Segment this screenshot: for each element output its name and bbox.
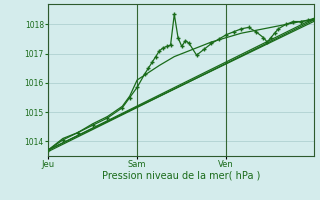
X-axis label: Pression niveau de la mer( hPa ): Pression niveau de la mer( hPa )	[102, 171, 260, 181]
